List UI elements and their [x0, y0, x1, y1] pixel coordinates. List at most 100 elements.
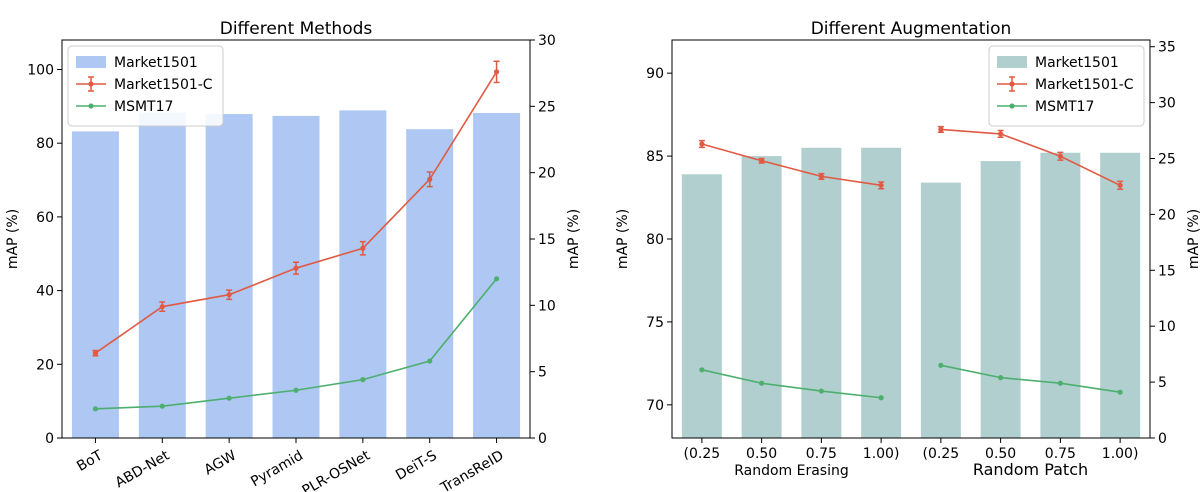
legend-label: Market1501-C — [114, 77, 213, 93]
x-tick-label: 0.50 — [746, 446, 777, 462]
y-axis-label: mAP (%) — [5, 209, 21, 269]
x-tick-label: 0.50 — [985, 446, 1016, 462]
y2-tick-label: 20 — [538, 166, 556, 182]
y-tick-label: 80 — [36, 136, 54, 152]
point-market1501-c-3 — [226, 292, 232, 298]
y2-tick-label: 25 — [538, 99, 556, 115]
legend-label: Market1501-C — [1035, 77, 1134, 93]
legend: Market1501 Market1501-C MSMT17 — [988, 45, 1145, 127]
x-tick-label: AGW — [202, 448, 240, 479]
y2-tick-label: 15 — [538, 232, 556, 248]
bar-3 — [801, 147, 842, 438]
x-tick-label: DeiT-S — [393, 448, 440, 484]
line-msmt17-2 — [940, 364, 1121, 393]
y2-tick-label: 35 — [1158, 40, 1176, 56]
point-msmt17-6 — [427, 358, 433, 364]
chart-panel-2: Different Augmentation 70 75 80 85 90 0 5 10 15 20… — [615, 19, 1200, 479]
x-tick-label: 0.75 — [1045, 446, 1076, 462]
point-msmt17-7 — [493, 276, 500, 282]
point-msmt17-2 — [159, 403, 165, 409]
x-tick-label: 1.00) — [1102, 446, 1139, 462]
line-msmt17-1 — [701, 369, 882, 399]
point-market1501-c-4 — [878, 182, 884, 188]
y2-tick-label: 0 — [1158, 431, 1167, 447]
legend-label: Market1501 — [1035, 55, 1119, 71]
y2-tick-label: 30 — [538, 33, 556, 49]
bar-3 — [205, 114, 253, 439]
point-msmt17-3 — [226, 395, 232, 401]
point-market1501-c-5 — [360, 245, 366, 251]
chart-title: Different Augmentation — [811, 19, 1012, 39]
y-tick-label: 0 — [45, 431, 54, 447]
x-tick-label: BoT — [74, 447, 106, 474]
legend-marker — [88, 103, 94, 109]
y-tick-label: 40 — [36, 284, 54, 300]
y2-axis-label: mAP (%) — [1186, 209, 1200, 269]
line-market1501-c-1 — [701, 143, 882, 187]
point-market1501-c-5 — [938, 126, 944, 133]
x-tick-label: (0.25 — [923, 446, 960, 462]
point-msmt17-5 — [938, 362, 944, 368]
point-market1501-c-4 — [293, 265, 299, 271]
point-market1501-c-6 — [427, 176, 433, 182]
bar-7 — [1040, 152, 1081, 438]
legend-error-marker — [1009, 76, 1015, 92]
y2-tick-label: 5 — [538, 365, 547, 381]
y-tick-label: 70 — [646, 398, 664, 414]
group-label-2: Random Patch — [973, 460, 1088, 479]
point-market1501-c-8 — [1117, 182, 1123, 188]
legend-label: MSMT17 — [1035, 99, 1094, 115]
legend-marker — [1009, 103, 1015, 109]
legend-swatch — [76, 56, 106, 68]
x-tick-label: ABD-Net — [113, 447, 173, 491]
y2-tick-label: 5 — [1158, 375, 1167, 391]
legend-frame — [988, 45, 1145, 127]
legend-error-marker — [88, 76, 94, 92]
point-msmt17-7 — [1057, 380, 1063, 386]
point-msmt17-3 — [818, 388, 824, 394]
y2-tick-label: 0 — [538, 431, 547, 447]
point-market1501-c-2 — [759, 158, 765, 164]
y2-tick-label: 15 — [1158, 263, 1176, 279]
y-tick-label: 20 — [36, 357, 54, 373]
legend-label: MSMT17 — [114, 99, 173, 115]
y-tick-label: 90 — [646, 66, 664, 82]
legend-swatch — [997, 56, 1027, 68]
point-market1501-c-6 — [998, 131, 1004, 137]
bar-2 — [138, 112, 186, 438]
y2-tick-label: 10 — [1158, 319, 1176, 335]
y-tick-label: 100 — [27, 62, 54, 78]
y2-axis-label: mAP (%) — [566, 209, 582, 269]
chart-title: Different Methods — [220, 19, 373, 39]
y2-tick-label: 20 — [1158, 207, 1176, 223]
legend: Market1501 Market1501-C MSMT17 — [67, 45, 224, 127]
bar-8 — [1100, 152, 1141, 438]
y2-tick-label: 25 — [1158, 152, 1176, 168]
y-tick-label: 85 — [646, 149, 664, 165]
x-tick-label: Pyramid — [248, 448, 306, 491]
y-tick-label: 80 — [646, 232, 664, 248]
point-msmt17-4 — [293, 387, 299, 393]
bar-5 — [920, 182, 961, 438]
point-market1501-c-7 — [493, 69, 500, 75]
line-market1501-c-2 — [940, 128, 1121, 187]
bar-1 — [71, 131, 119, 439]
x-tick-label: TransReID — [437, 448, 506, 492]
y-tick-label: 75 — [646, 315, 664, 331]
y2-tick-label: 10 — [538, 298, 556, 314]
x-tick-label: 1.00) — [863, 446, 900, 462]
bar-1 — [681, 174, 722, 438]
point-msmt17-1 — [699, 367, 705, 373]
point-market1501-c-1 — [92, 350, 99, 356]
bar-4 — [861, 147, 902, 438]
y-axis-label: mAP (%) — [615, 209, 631, 269]
y-tick-label: 60 — [36, 210, 54, 226]
bar-5 — [339, 110, 387, 439]
point-msmt17-2 — [759, 380, 765, 386]
bar-6 — [980, 161, 1021, 438]
point-market1501-c-3 — [818, 173, 824, 179]
point-market1501-c-1 — [699, 141, 705, 147]
chart-panel-1: Different Methods 0 20 40 60 80 100 0 5 10 15 20 25 3… — [5, 19, 582, 492]
legend-frame — [67, 45, 224, 127]
